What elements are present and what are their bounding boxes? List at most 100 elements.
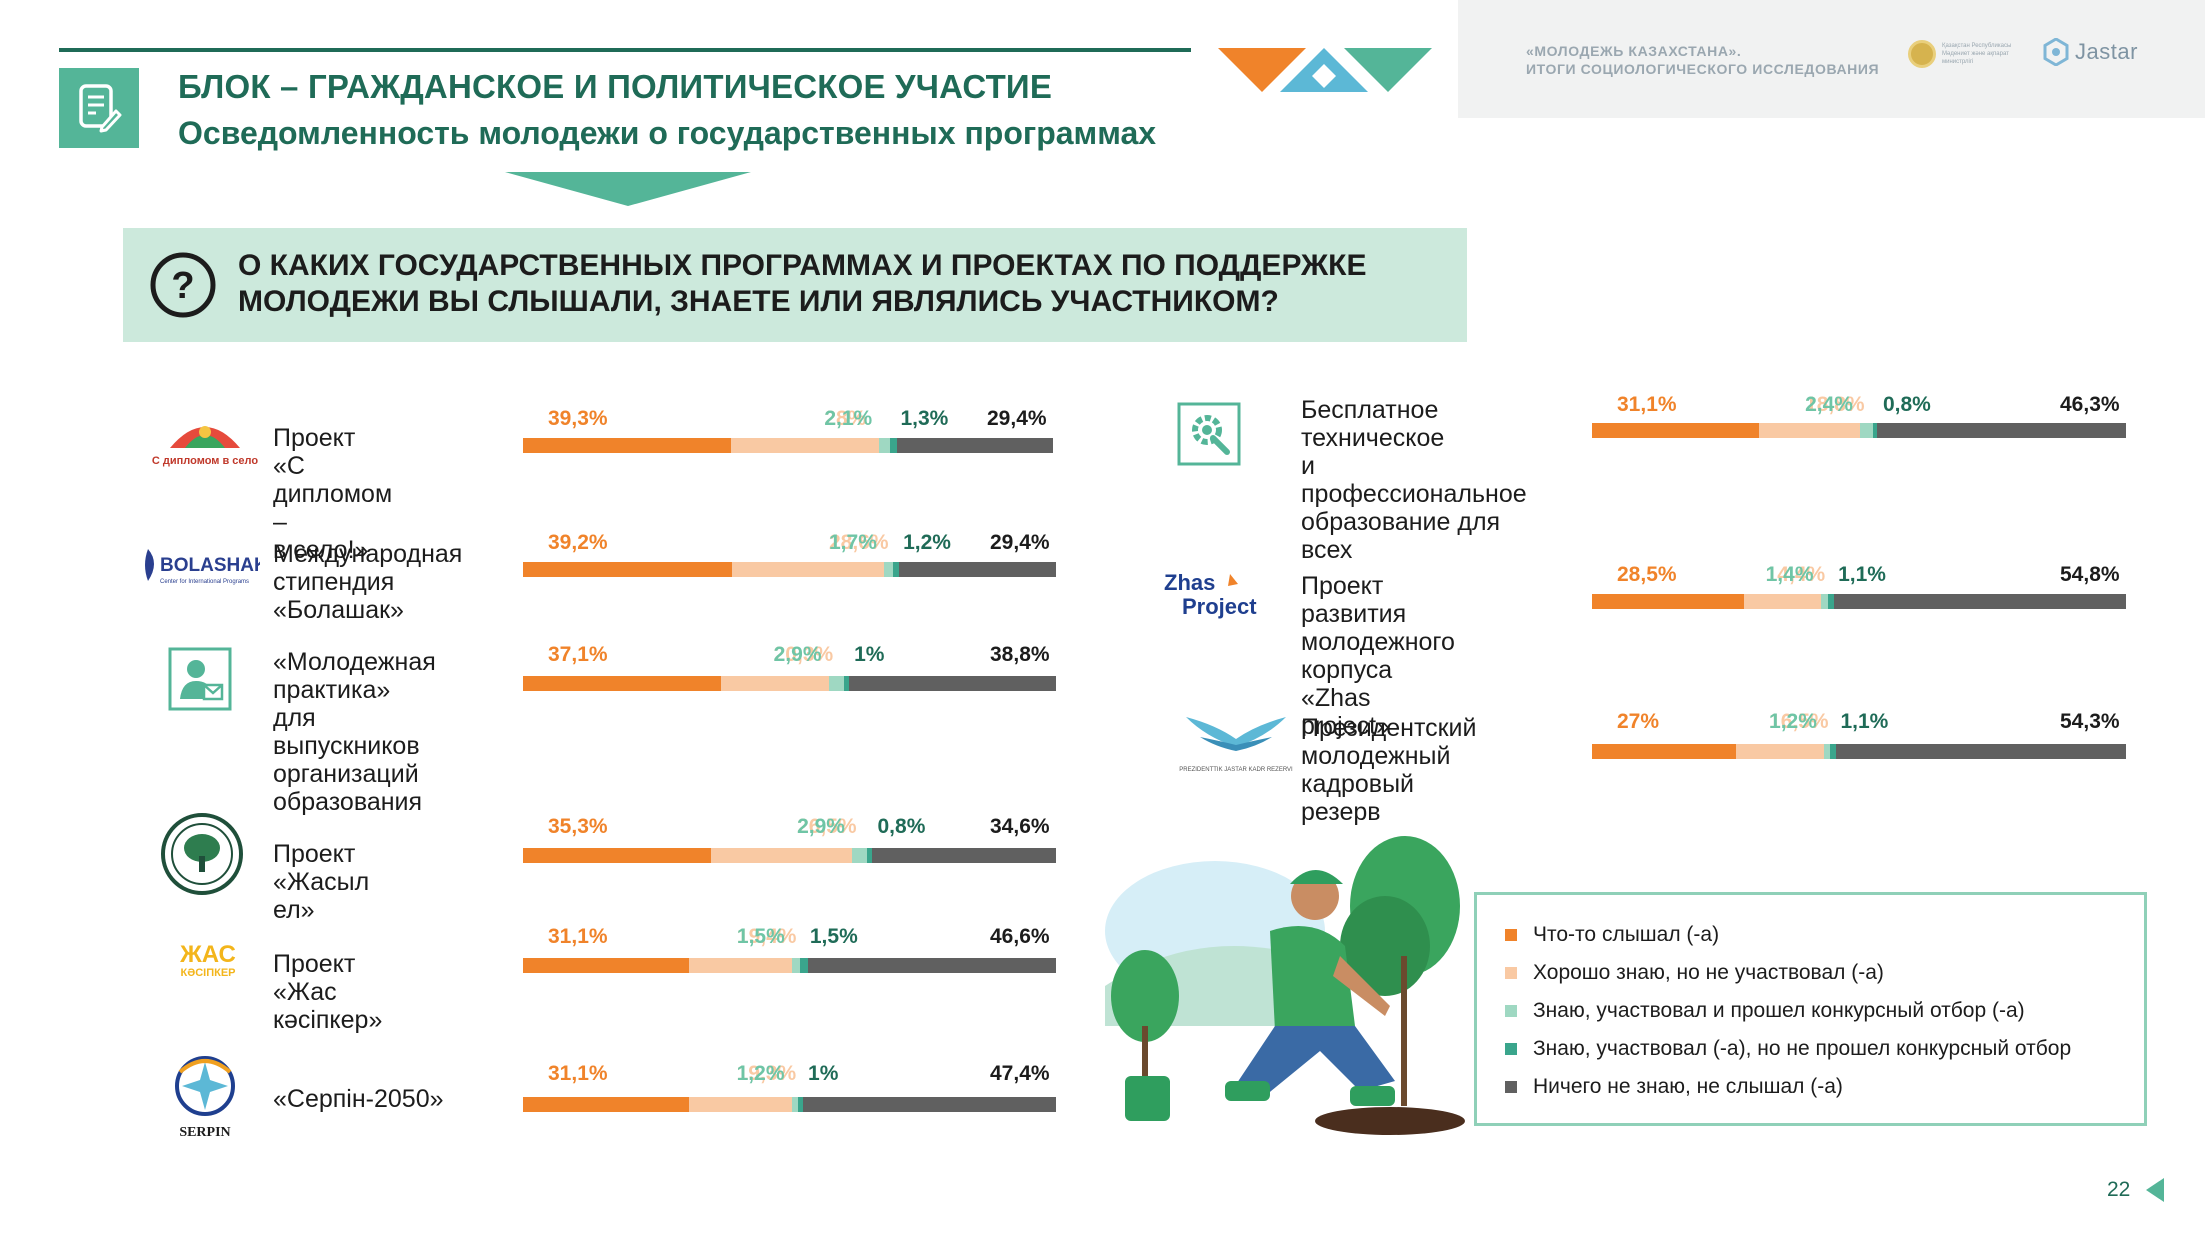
- bar-segment: [1833, 594, 2126, 609]
- data-label: 1%: [808, 1062, 839, 1085]
- ornament-triangles: [1218, 48, 1432, 92]
- data-label: 26,5%: [797, 815, 857, 838]
- bar-segment: [523, 676, 721, 691]
- data-label: 31,1%: [548, 925, 608, 948]
- bar-segment: [1828, 594, 1834, 609]
- data-label: 0,8%: [877, 815, 926, 838]
- category-label: Проект «Жасыл ел»: [273, 840, 370, 924]
- reserve-eagle-logo: PREZIDENTTIK JASTAR KADR REZERVI: [1176, 707, 1296, 782]
- data-label: 19,4%: [736, 925, 797, 948]
- brand-panel: «МОЛОДЕЖЬ КАЗАХСТАНА». ИТОГИ СОЦИОЛОГИЧЕ…: [1458, 0, 2205, 118]
- bar-segment: [1743, 594, 1821, 609]
- data-label: 46,3%: [2060, 393, 2120, 416]
- data-label: 29,4%: [990, 531, 1050, 554]
- legend-swatch: [1505, 1043, 1517, 1055]
- tools-gear-icon: [1177, 402, 1241, 471]
- bar-segment: [1592, 423, 1760, 438]
- bar-segment: [893, 562, 900, 577]
- report-brand: «МОЛОДЕЖЬ КАЗАХСТАНА». ИТОГИ СОЦИОЛОГИЧЕ…: [1526, 43, 1880, 77]
- svg-text:SERPIN: SERPIN: [179, 1125, 230, 1140]
- diplom-logo: С дипломом в село: [150, 410, 260, 475]
- data-label: 1,5%: [809, 925, 858, 948]
- data-label: 2,9%: [797, 815, 845, 838]
- bar-segment: [1872, 423, 1878, 438]
- data-label: 39,2%: [548, 531, 608, 554]
- question-box: ? О КАКИХ ГОСУДАРСТВЕННЫХ ПРОГРАММАХ И П…: [123, 228, 1467, 342]
- question-mark-icon: ?: [150, 252, 216, 318]
- bar-segment: [1759, 423, 1861, 438]
- data-label: 54,3%: [2060, 710, 2120, 733]
- bar-segment: [720, 676, 829, 691]
- bar-segment: [844, 676, 850, 691]
- bar-segment: [1824, 744, 1831, 759]
- data-label: 31,1%: [548, 1062, 608, 1085]
- svg-text:?: ?: [171, 265, 194, 307]
- stacked-bar: [523, 438, 1053, 453]
- data-label: 14,4%: [1765, 563, 1826, 586]
- data-label: 1,1%: [1838, 563, 1886, 586]
- bolashak-logo: BOLASHAK Center for International Progra…: [140, 543, 268, 594]
- data-label: 27%: [1617, 710, 1660, 733]
- bar-segment: [791, 1097, 798, 1112]
- bar-segment: [523, 1097, 689, 1112]
- svg-text:Project: Project: [1182, 594, 1257, 619]
- stacked-bar: [1592, 423, 2126, 438]
- data-label: 35,3%: [548, 815, 608, 838]
- category-label: Бесплатное техническое и профессиональное о…: [1301, 396, 1527, 564]
- page-subtitle: Осведомленность молодежи о государственн…: [178, 115, 1157, 151]
- planting-tree-illustration: [1105, 836, 1465, 1135]
- data-label: 38,8%: [990, 643, 1050, 666]
- category-label: «Серпін-2050»: [273, 1085, 444, 1113]
- youth-practice-icon: [168, 647, 232, 716]
- data-label: 18,8%: [1805, 393, 1865, 416]
- data-label: 47,4%: [990, 1062, 1050, 1085]
- bar-segment: [523, 958, 689, 973]
- svg-text:Zhas: Zhas: [1164, 570, 1215, 595]
- data-label: 28,5%: [1617, 563, 1677, 586]
- down-chevron-icon: [505, 172, 751, 206]
- category-label: Проект развития молодежного корпуса «Zhas …: [1301, 572, 1455, 740]
- bar-segment: [807, 958, 1056, 973]
- bar-segment: [710, 848, 853, 863]
- legend-swatch: [1505, 1081, 1517, 1093]
- data-label: 46,6%: [990, 925, 1050, 948]
- header-rule: [59, 48, 1191, 52]
- svg-text:КӘСІПКЕР: КӘСІПКЕР: [181, 967, 236, 979]
- legend-label: Знаю, участвовал (-а), но не прошел конк…: [1533, 1037, 2072, 1060]
- stacked-bar: [523, 1097, 1056, 1112]
- bar-segment: [803, 1097, 1056, 1112]
- data-label: 19,3%: [736, 1062, 797, 1085]
- bar-segment: [1836, 744, 2126, 759]
- data-label: 34,6%: [990, 815, 1050, 838]
- bar-segment: [798, 1097, 804, 1112]
- legend-swatch: [1505, 967, 1517, 979]
- page-number: 22: [2107, 1178, 2131, 1201]
- zhas-project-logo: Zhas Project: [1162, 568, 1272, 627]
- jastar-logo: Jastar: [2043, 38, 2138, 66]
- bar-segment: [799, 958, 808, 973]
- legend-label: Хорошо знаю, но не участвовал (-а): [1533, 961, 1884, 984]
- data-label: 1,5%: [736, 925, 785, 948]
- category-label: Международная стипендия «Болашак»: [273, 540, 463, 624]
- legend-item: Что-то слышал (-а): [1505, 923, 1719, 947]
- bar-segment: [1820, 594, 1829, 609]
- data-label: 39,3%: [548, 407, 608, 430]
- bar-segment: [523, 848, 711, 863]
- bar-segment: [879, 438, 891, 453]
- category-label: «Молодежная практика» для выпускников орган…: [273, 648, 436, 816]
- bar-segment: [890, 438, 898, 453]
- bar-segment: [852, 848, 868, 863]
- data-label: 28,6%: [829, 531, 889, 554]
- data-label: 37,1%: [548, 643, 608, 666]
- legend-label: Знаю, участвовал и прошел конкурсный отб…: [1533, 999, 2025, 1022]
- stacked-bar: [523, 958, 1056, 973]
- bar-segment: [871, 848, 1056, 863]
- data-label: 2,9%: [773, 643, 822, 666]
- category-label: Президентский молодежный кадровый резерв: [1301, 714, 1477, 826]
- bar-segment: [688, 1097, 792, 1112]
- zhasyl-el-logo: [160, 812, 244, 901]
- data-label: 2,1%: [824, 407, 873, 430]
- svg-text:BOLASHAK: BOLASHAK: [160, 555, 260, 576]
- category-label: Проект «С дипломом – в село!»: [273, 424, 393, 564]
- bar-segment: [1736, 744, 1825, 759]
